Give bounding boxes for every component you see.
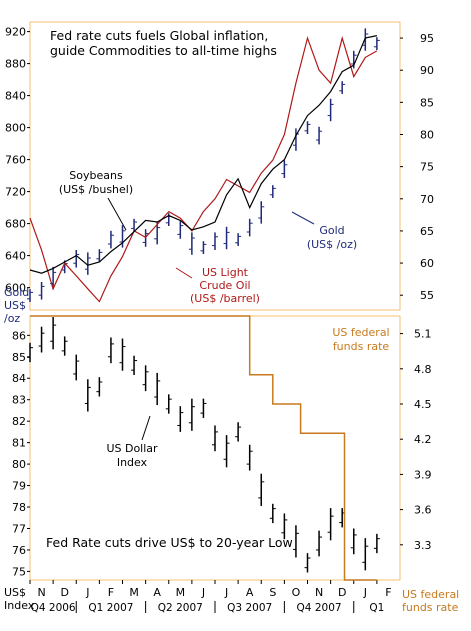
x-month-label: M xyxy=(129,586,139,599)
bottom-left-tick-label: 81 xyxy=(12,437,26,450)
x-month-label: D xyxy=(338,586,346,599)
gold-annotation: (US$ /oz) xyxy=(307,238,357,251)
bottom-left-tick-label: 78 xyxy=(12,501,26,514)
x-month-label: J xyxy=(201,586,205,599)
bottom-right-tick-label: 5.1 xyxy=(414,328,432,341)
soybeans-annotation: (US$ /bushel) xyxy=(59,183,133,196)
x-month-label: M xyxy=(176,586,186,599)
bottom-right-axis-label: funds rate xyxy=(402,601,459,614)
crude-oil-line xyxy=(29,35,378,303)
x-month-label: A xyxy=(246,586,254,599)
bottom-right-axis-label: US federal xyxy=(402,588,459,601)
top-left-axis-label: Gold xyxy=(4,286,29,299)
bottom-right-tick-label: 3.6 xyxy=(414,504,432,517)
bottom-left-tick-label: 79 xyxy=(12,480,26,493)
gold-annotation: Gold xyxy=(319,224,344,237)
bottom-left-tick-label: 80 xyxy=(12,458,26,471)
x-month-label: N xyxy=(315,586,323,599)
x-month-label: O xyxy=(292,586,301,599)
fedfunds-annotation: funds rate xyxy=(333,340,390,353)
bottom-left-tick-label: 76 xyxy=(12,544,26,557)
bottom-right-tick-label: 3.3 xyxy=(414,539,432,552)
top-right-tick-label: 60 xyxy=(420,257,434,270)
x-month-label: D xyxy=(60,586,68,599)
x-month-label: F xyxy=(385,586,391,599)
soybeans-annotation: Soybeans xyxy=(69,169,123,182)
top-left-tick-label: 720 xyxy=(5,186,26,199)
gold-pointer xyxy=(291,211,315,225)
top-right-tick-label: 65 xyxy=(420,225,434,238)
top-left-axis-label: US$ xyxy=(4,299,26,312)
x-quarter-label: Q3 2007 xyxy=(227,602,272,614)
bottom-right-tick-label: 4.8 xyxy=(414,363,432,376)
x-month-label: J xyxy=(85,586,89,599)
bottom-left-tick-label: 77 xyxy=(12,522,26,535)
top-right-tick-label: 90 xyxy=(420,64,434,77)
top-left-tick-label: 920 xyxy=(5,26,26,39)
bottom-left-tick-label: 84 xyxy=(12,372,26,385)
bottom-left-tick-label: 86 xyxy=(12,329,26,342)
bottom-left-tick-label: 75 xyxy=(12,565,26,578)
bottom-left-axis-label: US$ xyxy=(4,586,26,599)
top-right-tick-label: 55 xyxy=(420,289,434,302)
x-month-label: N xyxy=(37,586,45,599)
dollar-annotation: Index xyxy=(117,456,148,469)
x-quarter-label: Q4 2007 xyxy=(297,602,342,614)
top-right-tick-label: 70 xyxy=(420,193,434,206)
soybeans-pointer xyxy=(107,197,127,231)
top-left-tick-label: 760 xyxy=(5,154,26,167)
top-left-tick-label: 680 xyxy=(5,218,26,231)
top-chart-title: Fed rate cuts fuels Global inflation, xyxy=(50,28,268,43)
x-quarter-label: Q1 xyxy=(369,602,384,614)
oil-annotation: US Light xyxy=(202,266,249,279)
top-right-tick-label: 75 xyxy=(420,161,434,174)
dollar-annotation: US Dollar xyxy=(106,442,158,455)
x-quarter-label: Q1 2007 xyxy=(88,602,133,614)
x-month-label: J xyxy=(363,586,367,599)
bottom-left-axis-label: Index xyxy=(4,599,35,612)
top-left-tick-label: 600 xyxy=(5,282,26,295)
x-month-label: S xyxy=(269,586,276,599)
bottom-right-tick-label: 4.5 xyxy=(414,398,432,411)
top-left-tick-label: 640 xyxy=(5,250,26,263)
bottom-chart-title: Fed Rate cuts drive US$ to 20-year Low xyxy=(46,535,293,550)
bottom-right-tick-label: 4.2 xyxy=(414,433,432,446)
bottom-right-tick-label: 3.9 xyxy=(414,468,432,481)
top-right-tick-label: 85 xyxy=(420,96,434,109)
bottom-left-tick-label: 82 xyxy=(12,415,26,428)
oil-annotation: Crude Oil xyxy=(199,279,250,292)
x-quarter-label: Q2 2007 xyxy=(158,602,203,614)
x-month-label: J xyxy=(224,586,228,599)
top-left-tick-label: 800 xyxy=(5,122,26,135)
dollar-pointer xyxy=(141,415,151,441)
x-quarter-label: Q4 2006 xyxy=(31,602,76,614)
top-panel-frame xyxy=(29,21,401,311)
top-right-tick-label: 80 xyxy=(420,129,434,142)
bottom-left-tick-label: 85 xyxy=(12,351,26,364)
top-right-tick-label: 95 xyxy=(420,32,434,45)
fed-funds-line xyxy=(30,315,377,581)
fedfunds-annotation: US federal xyxy=(332,326,389,339)
top-left-axis-label: /oz xyxy=(4,312,20,325)
oil-pointer xyxy=(175,267,193,279)
oil-annotation: (US$ /barrel) xyxy=(190,292,260,305)
top-left-tick-label: 840 xyxy=(5,90,26,103)
top-chart-title: guide Commodities to all-time highs xyxy=(50,43,277,58)
soybeans-line xyxy=(29,35,378,274)
x-month-label: F xyxy=(108,586,114,599)
bottom-left-tick-label: 83 xyxy=(12,394,26,407)
x-month-label: A xyxy=(153,586,161,599)
top-left-tick-label: 880 xyxy=(5,58,26,71)
